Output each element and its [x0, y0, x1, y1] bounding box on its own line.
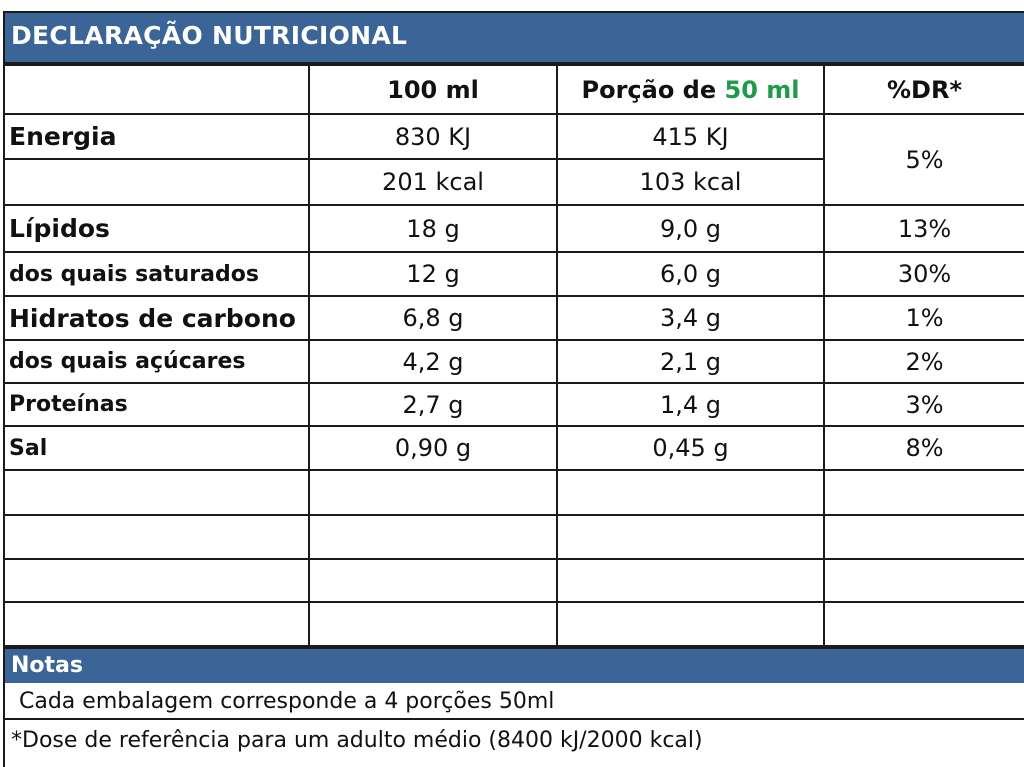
row-value-100ml: 0,90 g — [308, 425, 558, 471]
header-100ml: 100 ml — [308, 64, 558, 115]
empty-cell — [5, 469, 310, 516]
empty-cell — [556, 469, 825, 516]
header-nutrient — [5, 64, 310, 115]
empty-row — [5, 469, 1024, 516]
empty-cell — [308, 469, 558, 516]
note-portions: Cada embalagem corresponde a 4 porções 5… — [5, 683, 1024, 720]
row-value-dr: 8% — [823, 425, 1024, 471]
row-value-portion: 6,0 g — [556, 251, 825, 297]
row-label: Proteínas — [5, 382, 310, 427]
table-row: Energia 830 KJ 415 KJ 5% — [5, 113, 1024, 206]
row-value-portion: 3,4 g — [556, 295, 825, 341]
row-value-100ml: 6,8 g — [308, 295, 558, 341]
table-header-row: 100 ml Porção de 50 ml %DR* — [5, 64, 1024, 115]
row-value-100ml: 4,2 g — [308, 339, 558, 384]
row-value-portion: 0,45 g — [556, 425, 825, 471]
row-value-dr: 13% — [823, 204, 1024, 253]
table-row: dos quais açúcares 4,2 g 2,1 g 2% — [5, 339, 1024, 384]
empty-row — [5, 601, 1024, 647]
row-label: dos quais açúcares — [5, 339, 310, 384]
header-portion: Porção de 50 ml — [556, 64, 825, 115]
table-row: Proteínas 2,7 g 1,4 g 3% — [5, 382, 1024, 427]
table-row: Sal 0,90 g 0,45 g 8% — [5, 425, 1024, 471]
empty-cell — [556, 558, 825, 603]
empty-cell — [308, 601, 558, 647]
row-value-100ml: 830 KJ — [308, 113, 558, 160]
row-value-100ml: 18 g — [308, 204, 558, 253]
row-value-100ml: 201 kcal — [308, 158, 558, 206]
row-value-dr: 3% — [823, 382, 1024, 427]
empty-cell — [308, 514, 558, 560]
empty-cell — [5, 601, 310, 647]
row-value-dr: 2% — [823, 339, 1024, 384]
title-bar: DECLARAÇÃO NUTRICIONAL — [5, 11, 1024, 64]
empty-cell — [308, 558, 558, 603]
table-row: dos quais saturados 12 g 6,0 g 30% — [5, 251, 1024, 297]
row-label: Lípidos — [5, 204, 310, 253]
table-row: Hidratos de carbono 6,8 g 3,4 g 1% — [5, 295, 1024, 341]
empty-row — [5, 514, 1024, 560]
row-value-dr: 30% — [823, 251, 1024, 297]
empty-cell — [823, 601, 1024, 647]
empty-cell — [823, 558, 1024, 603]
empty-cell — [823, 514, 1024, 560]
notes-title: Notas — [11, 653, 83, 678]
empty-row — [5, 558, 1024, 603]
empty-cell — [556, 514, 825, 560]
empty-cell — [5, 558, 310, 603]
nutrition-table: 100 ml Porção de 50 ml %DR* Energia 830 … — [5, 64, 1024, 647]
nutrition-label: DECLARAÇÃO NUTRICIONAL 100 ml Porção de … — [3, 11, 1024, 767]
notes-bar: Notas — [5, 647, 1024, 683]
table-row: 201 kcal 103 kcal — [5, 158, 1024, 206]
header-portion-amount: 50 ml — [724, 75, 800, 104]
row-value-100ml: 2,7 g — [308, 382, 558, 427]
empty-cell — [556, 601, 825, 647]
row-value-portion: 9,0 g — [556, 204, 825, 253]
row-value-portion: 103 kcal — [556, 158, 824, 206]
row-label: Hidratos de carbono — [5, 295, 310, 341]
header-dr: %DR* — [823, 64, 1024, 115]
note-reference-dose: *Dose de referência para um adulto médio… — [11, 728, 703, 753]
row-value-portion: 1,4 g — [556, 382, 825, 427]
table-row: Lípidos 18 g 9,0 g 13% — [5, 204, 1024, 253]
row-value-dr: 1% — [823, 295, 1024, 341]
row-value-portion: 415 KJ — [556, 113, 825, 160]
empty-cell — [5, 514, 310, 560]
row-label: dos quais saturados — [5, 251, 310, 297]
page-title: DECLARAÇÃO NUTRICIONAL — [11, 21, 408, 50]
header-portion-prefix: Porção de — [581, 75, 725, 104]
empty-cell — [823, 469, 1024, 516]
row-label — [5, 158, 310, 206]
row-label: Sal — [5, 425, 310, 471]
row-label: Energia — [5, 113, 310, 160]
row-value-100ml: 12 g — [308, 251, 558, 297]
row-value-portion: 2,1 g — [556, 339, 825, 384]
row-value-dr: 5% — [823, 113, 1024, 206]
